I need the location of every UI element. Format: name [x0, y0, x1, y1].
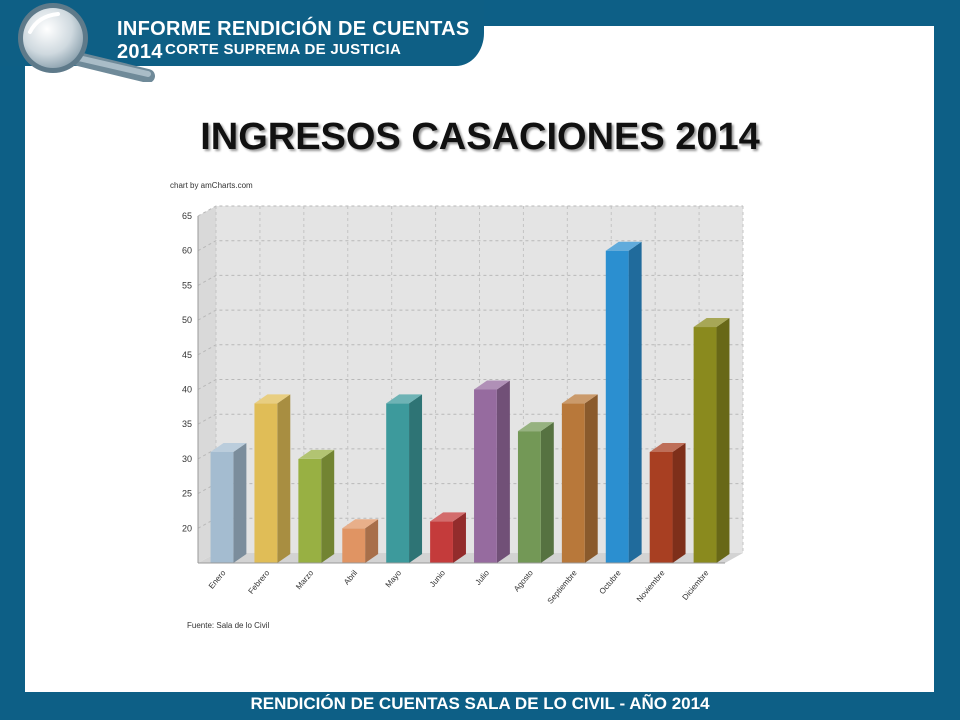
bar-chart: 20 25 30 35 40 45 50 55 60 65 Enero Febrero Marzo Abr…	[170, 181, 744, 630]
x-tick-label: Octubre	[598, 568, 624, 596]
x-tick-label: Abril	[342, 568, 359, 586]
y-tick-label: 60	[182, 246, 192, 256]
y-tick-label: 50	[182, 315, 192, 325]
grid-line	[197, 240, 743, 252]
bar-junio	[430, 512, 466, 563]
y-tick-label: 25	[182, 489, 192, 499]
header-title: INFORME RENDICIÓN DE CUENTAS 2014	[117, 18, 470, 63]
x-tick-label: Enero	[207, 568, 228, 591]
bar-abril	[342, 519, 379, 563]
bar-mayo	[386, 394, 423, 563]
y-tick-label: 55	[182, 280, 192, 290]
slide-title: INGRESOS CASACIONES 2014	[200, 116, 760, 158]
x-tick-label: Junio	[428, 568, 448, 589]
bar-septiembre	[561, 394, 598, 563]
y-tick-label: 45	[182, 350, 192, 360]
chart-credit: chart by amCharts.com	[170, 181, 253, 190]
bar-agosto	[517, 422, 554, 563]
chart-source: Fuente: Sala de lo Civil	[187, 621, 269, 630]
y-tick-label: 20	[182, 523, 192, 533]
x-tick-label: Julio	[474, 568, 492, 587]
x-tick-label: Septiembre	[546, 568, 580, 606]
header-subtitle: CORTE SUPREMA DE JUSTICIA	[165, 41, 402, 58]
y-tick-label: 65	[182, 211, 192, 221]
y-tick-label: 35	[182, 419, 192, 429]
grid-line	[197, 413, 743, 425]
y-tick-label: 30	[182, 454, 192, 464]
x-tick-label: Febrero	[247, 568, 272, 596]
x-tick-label: Diciembre	[681, 568, 711, 602]
bar-noviembre	[649, 442, 686, 563]
grid-line	[197, 379, 743, 390]
grid-line	[197, 274, 743, 286]
x-tick-label: Mayo	[384, 568, 404, 589]
bar-febrero	[254, 394, 291, 563]
bar-octubre	[605, 241, 642, 563]
bar-julio	[474, 380, 510, 563]
magnifier-logo-icon	[18, 3, 155, 82]
slide-footer: RENDICIÓN DE CUENTAS SALA DE LO CIVIL - …	[250, 694, 710, 713]
bar-diciembre	[693, 318, 730, 563]
x-tick-label: Noviembre	[635, 568, 667, 604]
x-tick-label: Agosto	[512, 568, 535, 593]
bar-marzo	[298, 449, 335, 563]
x-tick-label: Marzo	[294, 568, 316, 591]
bar-enero	[210, 442, 247, 563]
y-tick-label: 40	[182, 385, 192, 395]
